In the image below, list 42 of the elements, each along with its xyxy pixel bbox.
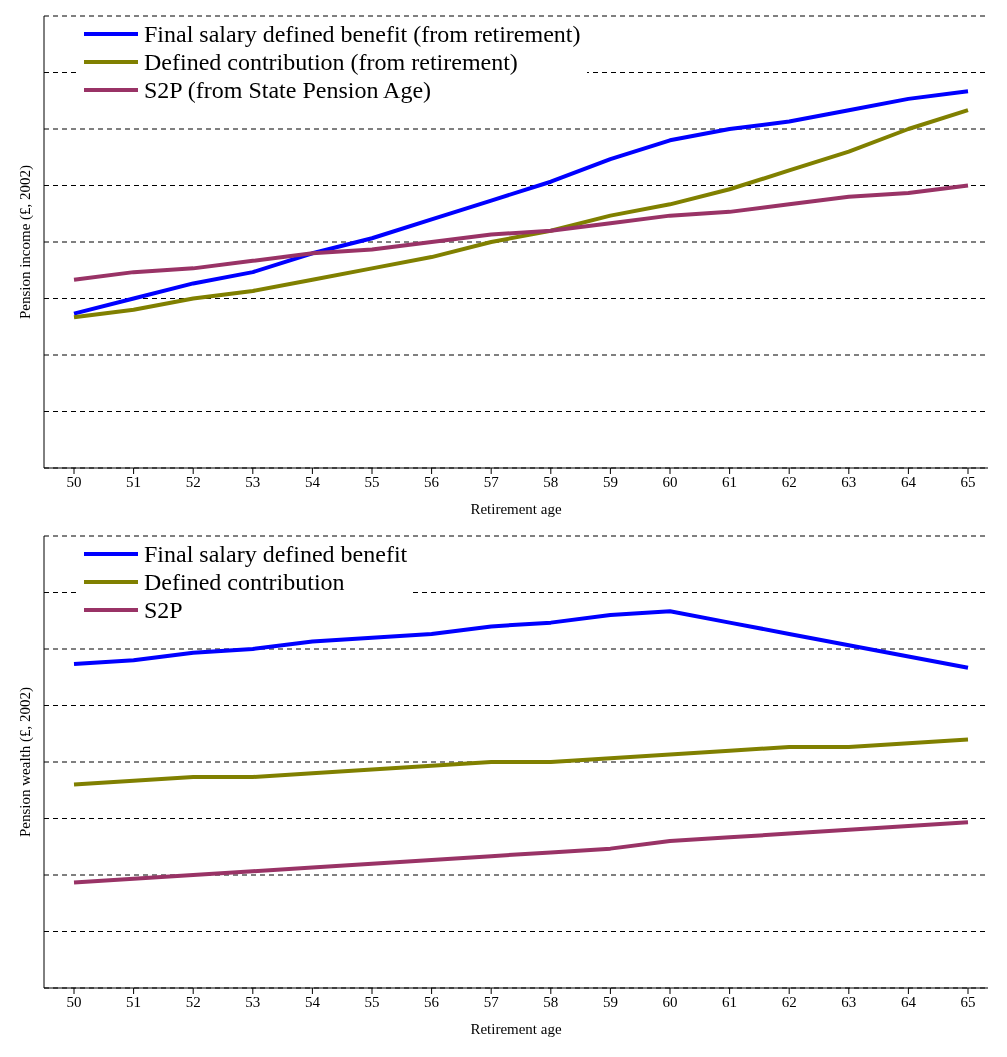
y-axis-title: Pension wealth (£, 2002) xyxy=(17,687,35,837)
x-tick-label: 59 xyxy=(602,473,618,490)
x-tick-label: 63 xyxy=(841,993,857,1010)
x-tick-label: 62 xyxy=(781,993,797,1010)
x-tick-label: 61 xyxy=(722,473,738,490)
x-tick-label: 52 xyxy=(185,473,201,490)
x-tick-label: 65 xyxy=(960,993,976,1010)
x-tick-label: 53 xyxy=(245,993,261,1010)
x-tick-label: 60 xyxy=(662,473,678,490)
x-tick-label: 56 xyxy=(424,993,440,1010)
x-axis-title: Retirement age xyxy=(470,501,562,517)
x-tick-label: 65 xyxy=(960,473,976,490)
x-tick-label: 51 xyxy=(126,993,142,1010)
x-tick-label: 61 xyxy=(722,993,738,1010)
x-tick-label: 52 xyxy=(185,993,201,1010)
x-tick-label: 60 xyxy=(662,993,678,1010)
x-tick-label: 53 xyxy=(245,473,261,490)
x-tick-label: 55 xyxy=(364,473,380,490)
x-tick-label: 63 xyxy=(841,473,857,490)
x-tick-label: 54 xyxy=(304,473,321,490)
x-tick-label: 62 xyxy=(781,473,797,490)
x-tick-label: 59 xyxy=(602,993,618,1010)
x-tick-label: 57 xyxy=(483,993,500,1010)
x-tick-label: 50 xyxy=(66,993,82,1010)
x-tick-label: 64 xyxy=(900,473,917,490)
x-tick-label: 54 xyxy=(304,993,321,1010)
x-tick-label: 56 xyxy=(424,473,440,490)
x-tick-label: 57 xyxy=(483,473,500,490)
legend-label: S2P (from State Pension Age) xyxy=(144,76,432,104)
x-tick-label: 55 xyxy=(364,993,380,1010)
x-tick-label: 58 xyxy=(543,473,559,490)
legend-label: S2P xyxy=(144,596,183,624)
legend-label: Defined contribution xyxy=(144,568,345,596)
legend-label: Defined contribution (from retirement) xyxy=(144,48,518,76)
legend-label: Final salary defined benefit (from retirement) xyxy=(144,20,581,48)
x-tick-label: 51 xyxy=(126,473,142,490)
x-tick-label: 58 xyxy=(543,993,559,1010)
y-axis-title: Pension income (£, 2002) xyxy=(17,164,35,320)
legend-label: Final salary defined benefit xyxy=(144,540,408,568)
x-tick-label: 50 xyxy=(66,473,82,490)
x-tick-label: 64 xyxy=(900,993,917,1010)
x-axis-title: Retirement age xyxy=(470,1021,562,1037)
